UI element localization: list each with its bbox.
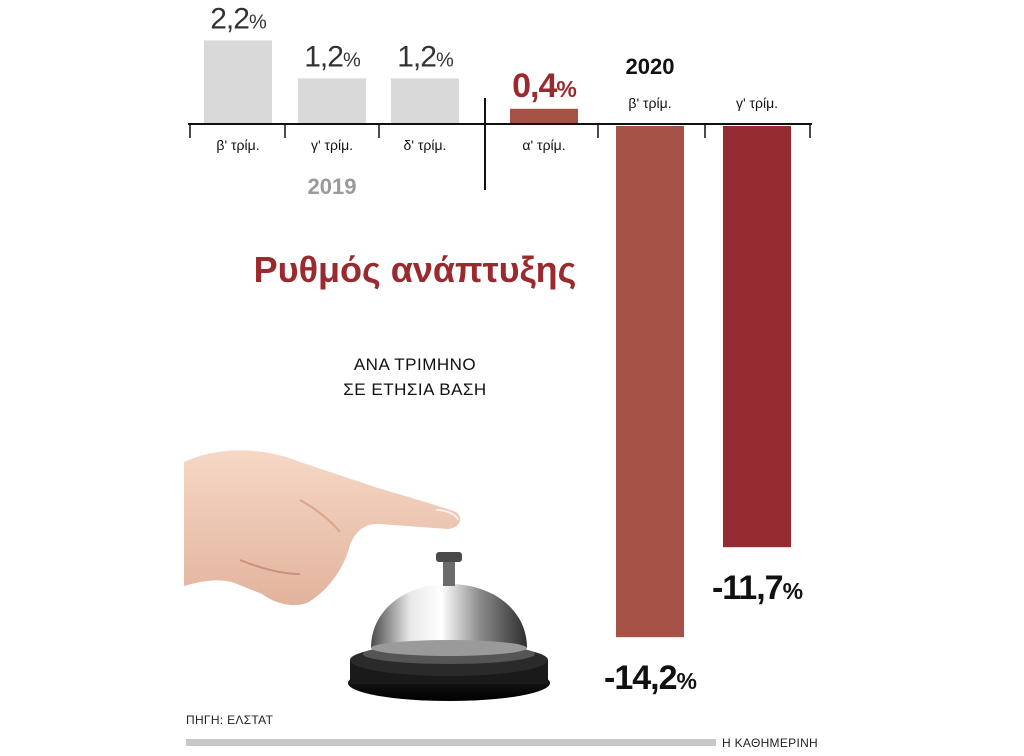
value-label: 1,2% <box>397 40 454 73</box>
category-label: γ' τρίμ. <box>736 95 778 111</box>
value-label: 0,4% <box>512 67 576 105</box>
hand-illustration <box>184 450 461 606</box>
bar <box>298 78 366 124</box>
bar <box>391 78 459 124</box>
bar <box>616 126 684 638</box>
axis-layer <box>186 98 812 746</box>
value-label: -14,2% <box>604 659 697 697</box>
value-label: 1,2% <box>304 40 361 73</box>
publisher-brand: Η ΚΑΘΗΜΕΡΙΝΗ <box>722 736 819 750</box>
bar <box>204 40 272 124</box>
chart-title: Ρυθμός ανάπτυξης <box>253 249 577 290</box>
bar <box>510 108 578 124</box>
hand-bell-illustration <box>184 450 550 701</box>
category-label: δ' τρίμ. <box>404 137 447 153</box>
source-note: ΠΗΓΗ: ΕΛΣΤΑΤ <box>186 713 274 727</box>
year-group-label: 2019 <box>308 174 357 199</box>
category-label: α' τρίμ. <box>522 137 565 153</box>
value-label: 2,2% <box>210 2 267 35</box>
service-bell-illustration <box>348 552 550 701</box>
labels-layer: β' τρίμ. 2,2% γ' τρίμ. 1,2% δ' τρίμ. 1,2% α' τ… <box>210 2 803 697</box>
value-label: -11,7% <box>712 569 803 607</box>
year-group-label: 2020 <box>626 54 675 79</box>
category-label: β' τρίμ. <box>216 137 259 153</box>
bar <box>723 126 791 548</box>
category-label: β' τρίμ. <box>628 95 671 111</box>
bars-layer <box>204 40 791 638</box>
chart-subtitle-line-2: ΣΕ ΕΤΗΣΙΑ ΒΑΣΗ <box>343 380 487 399</box>
footer-rule <box>186 739 716 746</box>
category-label: γ' τρίμ. <box>311 137 353 153</box>
chart-subtitle-line-1: ΑΝΑ ΤΡΙΜΗΝΟ <box>353 355 477 374</box>
